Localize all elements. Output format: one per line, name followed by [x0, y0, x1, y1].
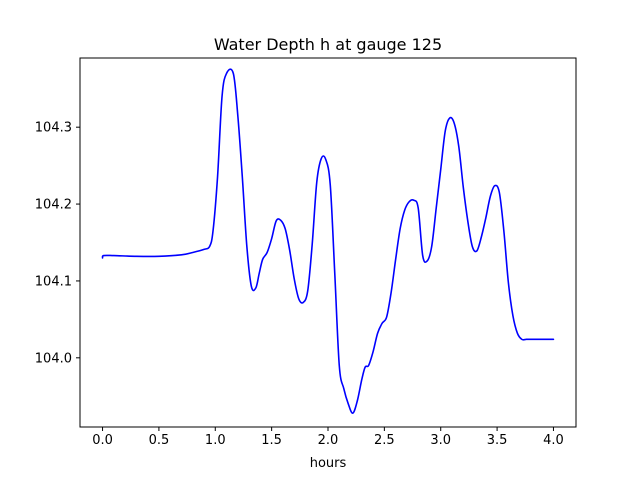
- water-depth-series-line: [101, 68, 555, 414]
- x-tick-label: 3.0: [430, 433, 451, 448]
- x-tick-label: 0.0: [92, 433, 113, 448]
- x-axis-label: hours: [310, 456, 347, 471]
- x-tick-label: 4.0: [543, 433, 564, 448]
- y-tick-label: 104.2: [35, 198, 72, 213]
- plot-area-frame: [79, 57, 577, 428]
- x-axis: 0.0 0.5 1.0 1.5 2.0 2.5 3.0 3.5 4.0: [92, 427, 564, 448]
- x-tick-label: 1.5: [261, 433, 282, 448]
- y-axis: 104.0 104.1 104.2 104.3: [35, 121, 80, 366]
- x-tick-label: 3.5: [487, 433, 508, 448]
- chart-title: Water Depth h at gauge 125: [214, 35, 442, 54]
- y-tick-label: 104.3: [35, 121, 72, 136]
- x-tick-label: 0.5: [149, 433, 170, 448]
- x-tick-label: 1.0: [205, 433, 226, 448]
- x-tick-label: 2.0: [318, 433, 339, 448]
- y-tick-label: 104.1: [35, 274, 72, 289]
- y-tick-label: 104.0: [35, 351, 72, 366]
- x-tick-label: 2.5: [374, 433, 395, 448]
